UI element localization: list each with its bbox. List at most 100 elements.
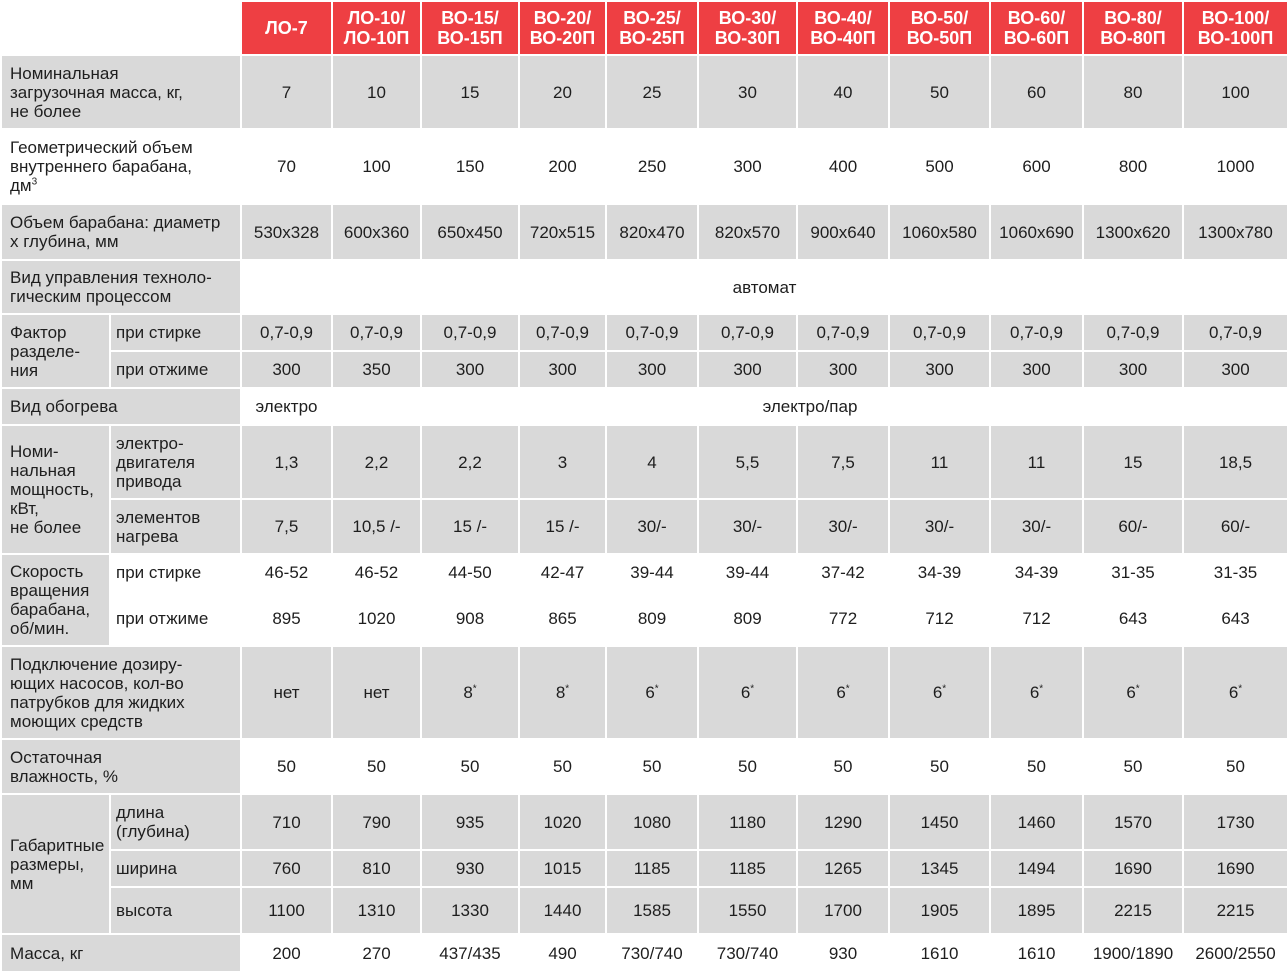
value-cell: 15 <box>1082 424 1184 500</box>
value-text: 200 <box>548 157 577 176</box>
row-label: Геометрический объем внутреннего барабана… <box>0 128 242 205</box>
value-cell: 60 <box>989 54 1084 130</box>
header-corner <box>0 0 242 56</box>
value-cell: 809 <box>697 590 798 647</box>
value-text: 2,2 <box>458 452 482 472</box>
model-header: ВО-40/ВО-40П <box>796 0 890 56</box>
value-cell: 1290 <box>796 793 890 851</box>
value-text: 790 <box>362 812 391 832</box>
value-cell: 6* <box>796 645 890 740</box>
value-cell: 34-39 <box>888 553 991 592</box>
value-text: 6 <box>1029 683 1040 702</box>
value-text: 1690 <box>1114 859 1152 878</box>
value-cell: 600 <box>989 128 1084 205</box>
value-text: 0,7-0,9 <box>536 323 589 342</box>
model-name-line: ВО-20П <box>529 28 596 48</box>
value-cell: 0,7-0,9 <box>1082 313 1184 352</box>
label-line: патрубков для жидких <box>10 692 185 712</box>
value-cell: 1185 <box>605 849 699 888</box>
value-cell: 15 <box>420 54 520 130</box>
value-text: 100 <box>1221 82 1250 102</box>
sub-label: электро-двигателя привода <box>109 424 242 500</box>
footnote-mark: * <box>845 683 850 695</box>
value-cell: 790 <box>331 793 422 851</box>
value-cell: 930 <box>796 933 890 973</box>
value-text: 300 <box>1221 360 1250 379</box>
value-cell: 1060x580 <box>888 203 991 261</box>
value-cell: 0,7-0,9 <box>518 313 607 352</box>
label-line: Остаточная <box>10 747 102 767</box>
value-text: 2215 <box>1114 901 1152 920</box>
value-cell: 31-35 <box>1082 553 1184 592</box>
value-cell: 350 <box>331 350 422 389</box>
model-name-line: ЛО-10П <box>343 28 410 48</box>
value-cell: 2215 <box>1182 886 1287 935</box>
value-text: 1494 <box>1017 859 1056 878</box>
label-line: х глубина, мм <box>10 232 119 251</box>
value-text: 30/- <box>732 517 763 536</box>
value-cell: 1020 <box>331 590 422 647</box>
value-text: 6 <box>836 683 846 702</box>
value-cell: 300 <box>518 350 607 389</box>
value-text: 730/740 <box>621 943 683 963</box>
value-cell: 712 <box>888 590 991 647</box>
value-text: 1185 <box>633 859 671 878</box>
label-line: дм <box>10 176 32 195</box>
value-text: 820x470 <box>619 222 685 242</box>
value-cell: 0,7-0,9 <box>605 313 699 352</box>
value-cell: 40 <box>796 54 890 130</box>
row-moisture: Остаточная влажность, % 50 50 50 50 50 50 50 50 50… <box>0 738 1287 795</box>
value-text: 900x640 <box>810 222 876 242</box>
value-text: 895 <box>272 609 301 628</box>
value-cell: 25 <box>605 54 699 130</box>
footnote-mark: * <box>1135 683 1140 695</box>
value-cell: 50 <box>697 738 798 795</box>
value-text: 37-42 <box>821 563 865 582</box>
value-cell: 200 <box>240 933 333 973</box>
model-name-line: ВО-30/ <box>718 8 777 28</box>
footnote-mark: * <box>654 683 659 695</box>
value-text: 4 <box>647 452 657 472</box>
value-cell: 1300x780 <box>1182 203 1287 261</box>
value-text: 730/740 <box>716 943 779 963</box>
value-text: 300 <box>1022 360 1051 379</box>
value-cell: 1700 <box>796 886 890 935</box>
value-text: 50 <box>1027 757 1046 776</box>
value-cell: 8* <box>518 645 607 740</box>
value-cell: 500 <box>888 128 991 205</box>
label-line: не более <box>10 518 82 537</box>
value-cell: 643 <box>1182 590 1287 647</box>
row-label: Подключение дозиру-ющих насосов, кол-во п… <box>0 645 242 740</box>
value-cell: 772 <box>796 590 890 647</box>
value-cell: 42-47 <box>518 553 607 592</box>
model-name-line: ВО-50П <box>906 28 973 48</box>
value-cell: 300 <box>697 350 798 389</box>
model-name-line: ВО-100П <box>1197 28 1274 48</box>
value-text: 30 <box>738 82 757 102</box>
value-text: 1100 <box>268 901 305 920</box>
header-row: ЛО-7 ЛО-10/ЛО-10П ВО-15/ВО-15П ВО-20/ВО-20П… <box>0 0 1287 56</box>
value-text: 300 <box>925 360 954 379</box>
value-cell: 800 <box>1082 128 1184 205</box>
value-text: 1550 <box>728 901 767 920</box>
footnote-mark: * <box>750 683 755 695</box>
row-drum-volume: Геометрический объем внутреннего барабана… <box>0 128 1287 205</box>
value-text: автомат <box>732 277 797 297</box>
value-text: 34-39 <box>1014 563 1059 582</box>
value-text: 643 <box>1221 609 1250 628</box>
value-cell: 1460 <box>989 793 1084 851</box>
label-line: барабана, <box>10 600 91 619</box>
value-cell: 437/435 <box>420 933 520 973</box>
label-line: мм <box>10 873 34 893</box>
value-cell: 2600/2550 <box>1182 933 1287 973</box>
value-text: 3 <box>557 452 568 472</box>
label-line: кВт, <box>10 499 39 518</box>
row-power-heater: элементов нагрева 7,5 10,5 /- 15 /- 15 /- 30/-… <box>1 498 1287 555</box>
label-line: Габаритные <box>10 835 105 855</box>
value-text: 50 <box>833 757 853 776</box>
value-text: 30/- <box>828 517 858 536</box>
heating-rest: электро/пар <box>331 387 1287 426</box>
value-text: 772 <box>828 609 858 628</box>
value-cell: 2,2 <box>331 424 422 500</box>
value-cell: 250 <box>605 128 699 205</box>
